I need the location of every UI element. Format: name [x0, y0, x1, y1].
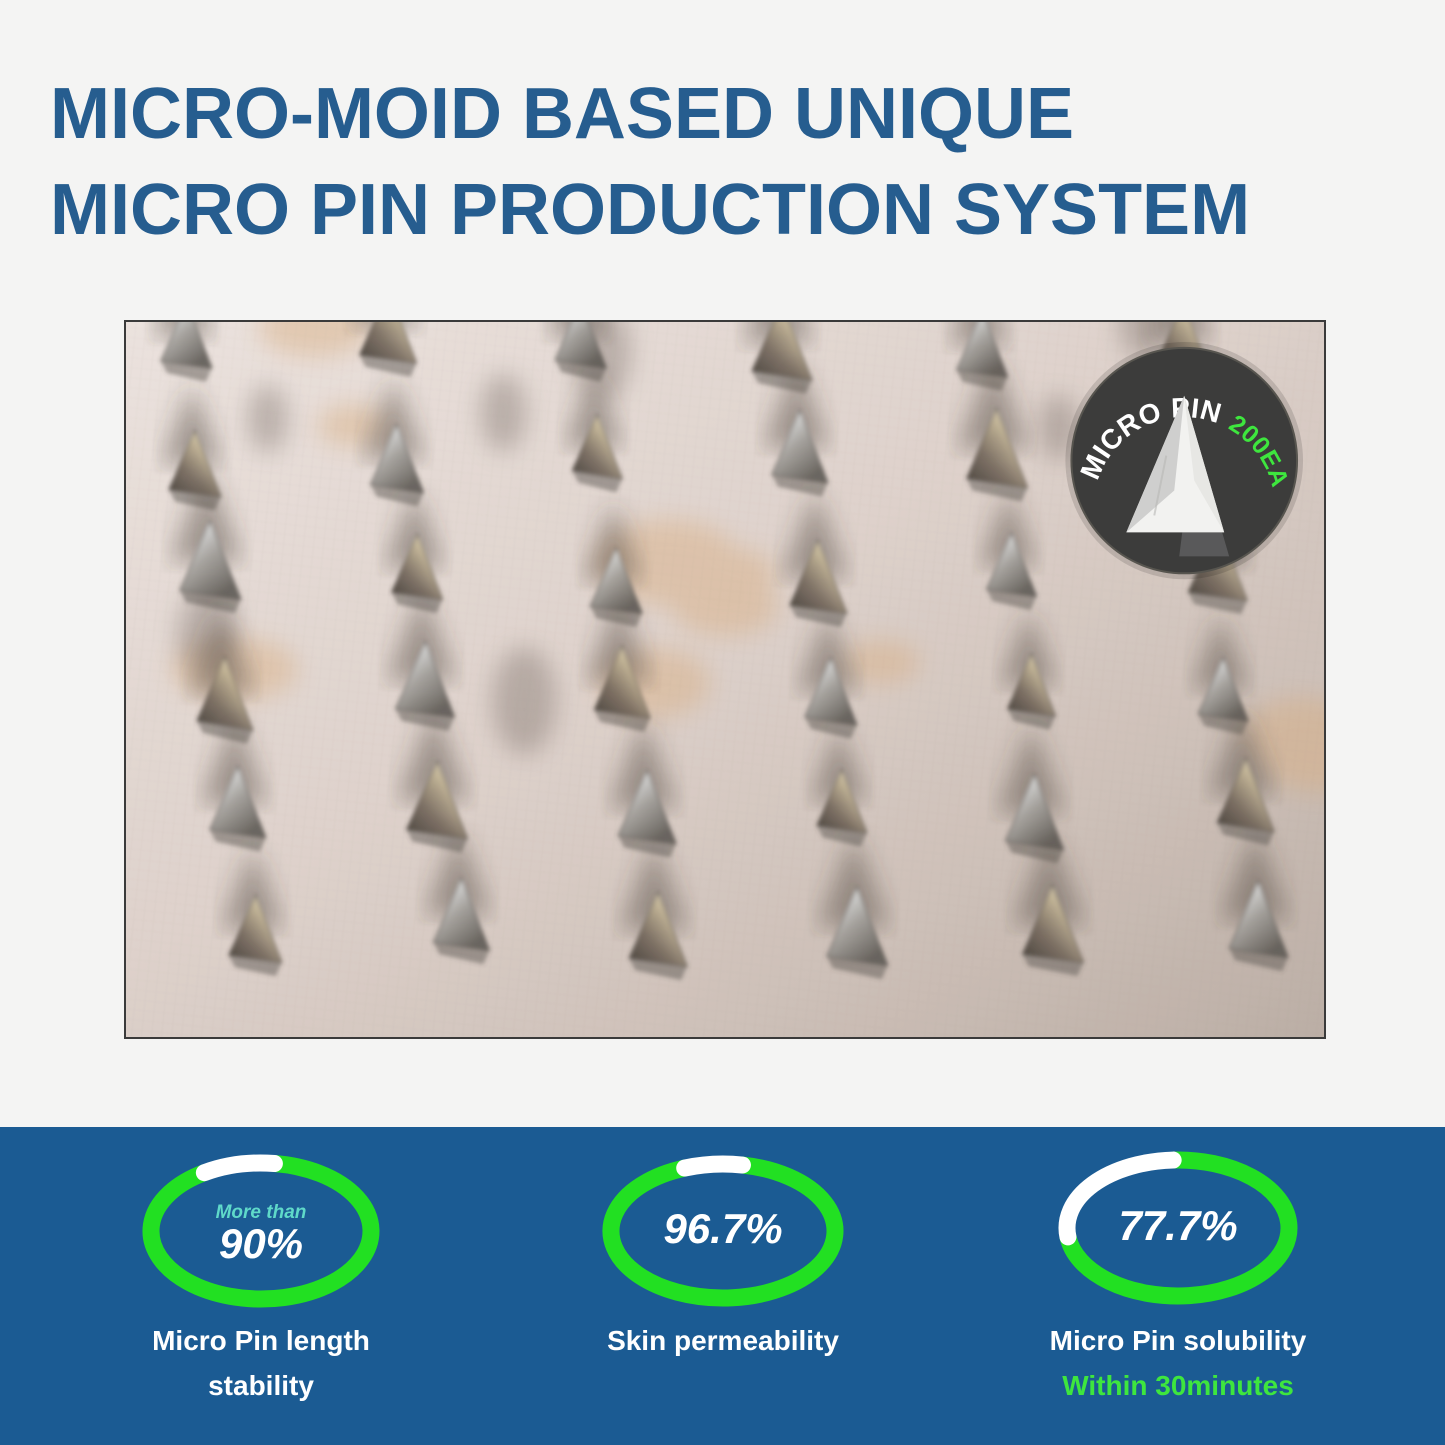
svg-text:90%: 90% [219, 1220, 303, 1267]
svg-text:77.7%: 77.7% [1118, 1202, 1237, 1249]
svg-text:96.7%: 96.7% [663, 1205, 782, 1252]
